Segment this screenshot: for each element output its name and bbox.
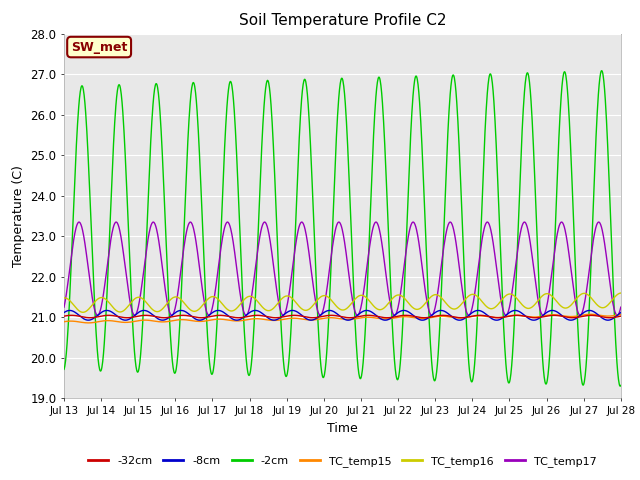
Title: Soil Temperature Profile C2: Soil Temperature Profile C2 — [239, 13, 446, 28]
Text: SW_met: SW_met — [71, 40, 127, 54]
X-axis label: Time: Time — [327, 421, 358, 434]
Y-axis label: Temperature (C): Temperature (C) — [12, 165, 25, 267]
Legend: -32cm, -8cm, -2cm, TC_temp15, TC_temp16, TC_temp17: -32cm, -8cm, -2cm, TC_temp15, TC_temp16,… — [84, 451, 601, 471]
